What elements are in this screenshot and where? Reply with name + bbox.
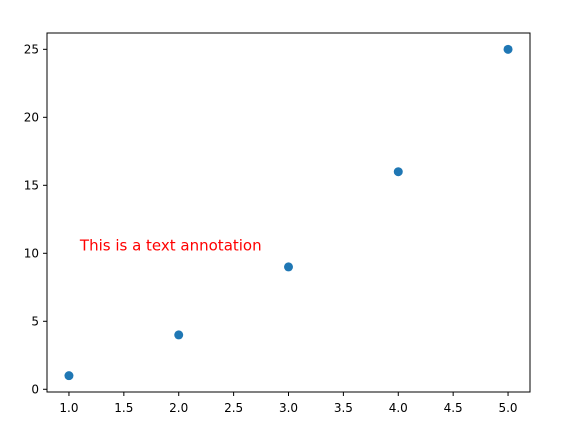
y-tick-label: 0 (31, 382, 39, 396)
x-tick-label: 1.5 (114, 401, 133, 415)
x-tick-label: 3.5 (334, 401, 353, 415)
text-annotation: This is a text annotation (79, 237, 262, 255)
y-tick-label: 20 (24, 110, 39, 124)
x-axis: 1.0 1.5 2.0 2.5 3.0 3.5 4.0 4.5 5.0 (59, 392, 518, 415)
data-point (174, 330, 184, 340)
x-tick-label: 3.0 (279, 401, 298, 415)
x-tick-label: 2.5 (224, 401, 243, 415)
y-axis: 0 5 10 15 20 25 (24, 42, 47, 396)
x-tick-label: 4.5 (444, 401, 463, 415)
data-point (393, 167, 403, 177)
y-tick-label: 15 (24, 178, 39, 192)
x-tick-label: 2.0 (169, 401, 188, 415)
data-points (64, 44, 513, 381)
data-point (503, 44, 513, 54)
annotations: This is a text annotation (79, 237, 262, 255)
data-point (284, 262, 293, 272)
y-tick-label: 25 (24, 42, 39, 56)
y-tick-label: 5 (31, 314, 39, 328)
x-tick-label: 1.0 (59, 401, 78, 415)
y-tick-label: 10 (24, 246, 39, 260)
data-point (64, 371, 74, 381)
x-tick-label: 4.0 (389, 401, 408, 415)
x-tick-label: 5.0 (498, 401, 517, 415)
